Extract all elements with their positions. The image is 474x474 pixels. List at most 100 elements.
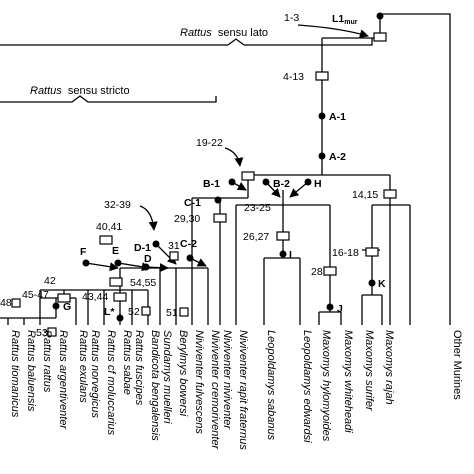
clade-label-stricto: Rattus sensu stricto	[30, 85, 130, 97]
clade-bracket-stricto	[0, 95, 217, 103]
node-box-53	[47, 327, 57, 337]
node-label-1-3: 1-3	[284, 12, 299, 24]
taxon-label: Rattus baluensis	[25, 330, 37, 412]
node-box-31	[169, 251, 179, 261]
node-label-d1: D-1	[134, 242, 151, 254]
arrow-h	[289, 181, 309, 198]
node-label-a2: A-2	[329, 151, 346, 163]
node-label-52: 52	[128, 306, 140, 318]
node-label-k: K	[378, 278, 386, 290]
node-label-lstar: L*	[104, 306, 115, 318]
node-box-42	[57, 293, 71, 303]
node-box-48	[11, 298, 21, 308]
taxon-label: Other Murines	[451, 330, 463, 400]
arrow-c2	[189, 257, 207, 267]
arrow-b1	[231, 181, 247, 191]
taxon-label: Rattus sabae	[121, 330, 133, 395]
node-label-51: 51	[166, 307, 178, 319]
node-box-l1mur	[373, 32, 387, 42]
taxon-label: Rattus cf moluccarius	[105, 330, 117, 436]
node-box-43-44	[113, 292, 127, 302]
taxon-label: Rattus fuscipes	[133, 330, 145, 406]
node-dot-i	[279, 250, 287, 258]
taxon-label: Niviventer niviventer	[221, 330, 233, 430]
node-box-28	[323, 266, 337, 276]
node-label-31: 31	[168, 240, 180, 252]
arrow-19-22	[224, 147, 244, 167]
arrow-d1	[155, 243, 177, 265]
node-label-4-13: 4-13	[283, 71, 304, 83]
taxon-label: Rattus norvegicus	[89, 330, 101, 419]
node-label-b2: B-2	[273, 178, 290, 190]
node-box-14-15	[383, 189, 397, 199]
node-box-52	[141, 306, 151, 316]
node-dot-a1	[318, 112, 326, 120]
arrow-32-39	[139, 205, 158, 231]
node-label-l1mur: L1mur	[332, 13, 358, 26]
arrow-1-3	[297, 24, 369, 39]
node-dot-g	[52, 302, 60, 310]
node-box-26-27	[276, 231, 290, 241]
node-label-c1: C-1	[184, 197, 201, 209]
taxon-label: Rattus rattus	[41, 330, 53, 393]
taxon-label: Niviventer fulvescens	[193, 330, 205, 434]
node-box-29-30	[213, 213, 227, 223]
node-label-32-39: 32-39	[104, 199, 131, 211]
node-label-45-47: 45-47	[22, 289, 49, 301]
node-box-16-18	[365, 247, 379, 257]
taxon-label: Rattus exulans	[77, 330, 89, 403]
taxon-label: Berylmys bowersi	[177, 330, 189, 417]
node-dot-c1	[214, 196, 222, 204]
node-dot-lstar	[116, 314, 124, 322]
node-box-51	[179, 307, 189, 317]
arrow-d	[145, 263, 169, 273]
node-label-i: I	[289, 249, 292, 261]
taxon-label: Rattus tiomanicus	[9, 330, 21, 418]
taxa-labels: Rattus tiomanicus Rattus baluensis Rattus …	[9, 330, 463, 451]
clade-label-lato: Rattus sensu lato	[180, 27, 268, 39]
node-label-23-25: 23-25	[244, 202, 271, 214]
node-box-19-22	[241, 171, 255, 181]
node-label-29-30: 29,30	[174, 213, 200, 225]
taxon-label: Bandicota bengalensis	[149, 330, 161, 441]
node-box-4-13	[315, 71, 329, 81]
taxon-label: Niviventer cremoriventer	[209, 330, 221, 451]
node-label-f: F	[80, 246, 87, 258]
taxon-label: Rattus argentiventer	[57, 330, 69, 430]
maxomys-clade	[361, 204, 411, 325]
taxon-label: Maxomys surifer	[363, 330, 375, 412]
node-dot-k	[368, 279, 376, 287]
taxon-label: Leopoldamys edwardsi	[301, 330, 313, 443]
node-label-b1: B-1	[203, 178, 220, 190]
node-label-53: 53	[36, 327, 48, 339]
node-label-d: D	[144, 253, 152, 265]
clade-bracket-lato	[0, 38, 373, 46]
taxon-label: Maxomys whiteheadi	[342, 330, 354, 433]
node-label-48: 48	[0, 297, 12, 309]
node-label-j: J	[337, 303, 343, 315]
node-label-14-15: 14,15	[352, 189, 378, 201]
node-label-26-27: 26,27	[243, 231, 269, 243]
node-label-16-18: 16-18	[332, 247, 359, 259]
node-dot-root	[376, 12, 384, 20]
arrow-b2	[265, 181, 281, 198]
taxon-label: Maxomys rajah	[383, 330, 395, 405]
node-label-h: H	[314, 178, 322, 190]
node-label-28: 28	[311, 266, 323, 278]
taxon-label: Leopoldamys sabanus	[265, 330, 277, 441]
node-label-19-22: 19-22	[196, 137, 223, 149]
node-dot-j	[326, 303, 334, 311]
node-dot-a2	[318, 152, 326, 160]
node-label-e: E	[112, 245, 119, 257]
root-branch	[321, 13, 451, 325]
taxon-label: Sundamys muelleri	[161, 330, 173, 424]
node-label-g: G	[63, 301, 71, 313]
node-label-43-44: 43,44	[82, 291, 108, 303]
node-label-42: 42	[44, 275, 56, 287]
taxon-label: Niviventer rapit fraternus	[237, 330, 249, 450]
node-label-c2: C-2	[180, 238, 197, 250]
arrow-f	[85, 262, 119, 272]
node-label-a1: A-1	[329, 111, 346, 123]
taxon-label: Maxomys hylomyoides	[320, 330, 332, 442]
